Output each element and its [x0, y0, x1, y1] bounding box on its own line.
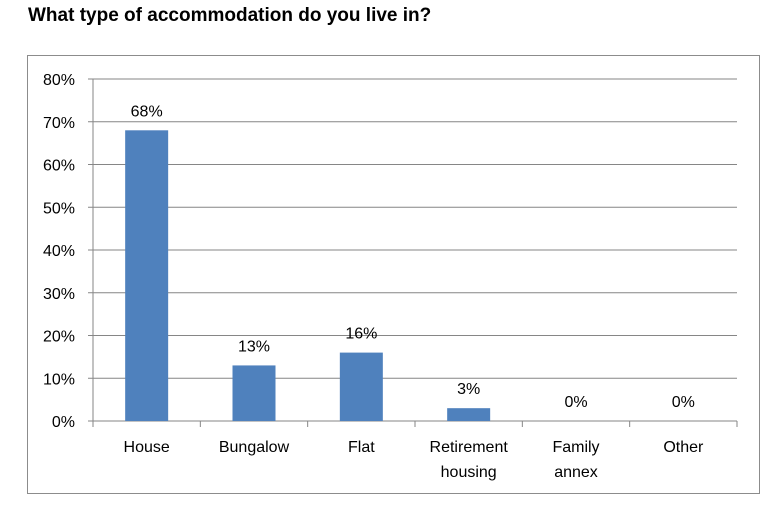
y-tick-label: 10%: [43, 371, 75, 388]
category-label: housing: [441, 464, 497, 481]
y-tick-label: 60%: [43, 158, 75, 175]
y-tick-label: 30%: [43, 286, 75, 303]
data-label: 16%: [345, 326, 377, 343]
category-label: Family: [552, 439, 599, 456]
data-label: 0%: [564, 394, 587, 411]
bar: [125, 130, 169, 422]
bar: [232, 365, 276, 421]
y-tick-label: 0%: [52, 414, 75, 431]
y-tick-label: 50%: [43, 200, 75, 217]
category-label: Bungalow: [219, 439, 290, 456]
data-label: 68%: [131, 103, 163, 120]
bar: [447, 408, 491, 421]
y-tick-label: 40%: [43, 243, 75, 260]
y-tick-label: 20%: [43, 329, 75, 346]
bar: [339, 352, 383, 421]
category-label: annex: [554, 464, 598, 481]
category-label: Retirement: [430, 439, 509, 456]
y-tick-label: 70%: [43, 115, 75, 132]
page-title: What type of accommodation do you live i…: [28, 5, 432, 26]
data-label: 0%: [672, 394, 695, 411]
category-label: House: [124, 439, 170, 456]
data-label: 3%: [457, 381, 480, 398]
category-label: Other: [663, 439, 704, 456]
data-label: 13%: [238, 338, 270, 355]
category-label: Flat: [348, 439, 375, 456]
y-tick-label: 80%: [43, 72, 75, 89]
